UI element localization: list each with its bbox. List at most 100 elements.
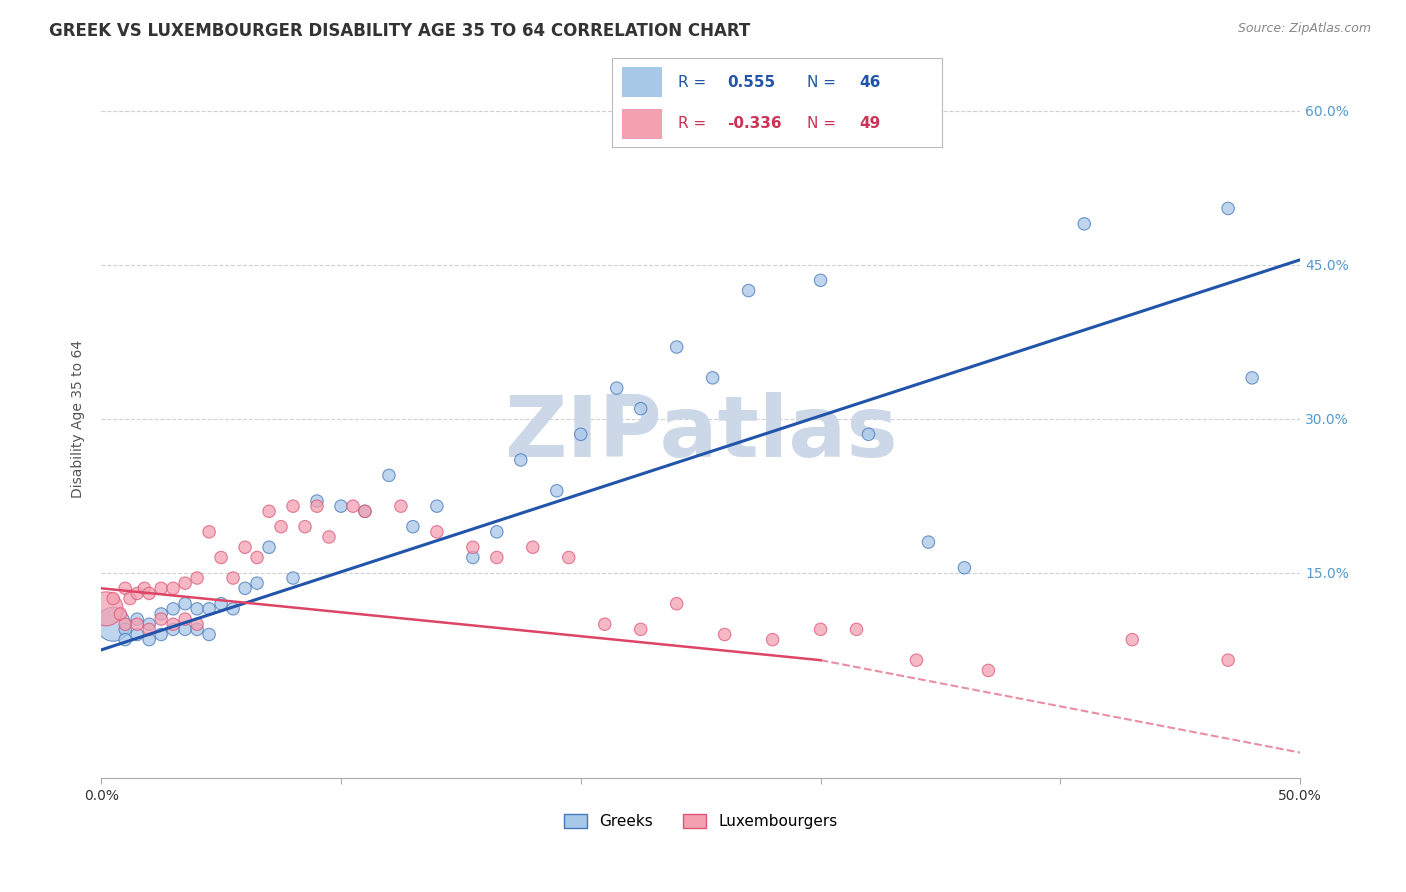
Point [917, 535, 939, 549]
Point [198, 524, 221, 539]
Point [138, 623, 160, 637]
Point [103, 591, 125, 606]
Point [485, 550, 508, 565]
Point [162, 623, 184, 637]
Point [953, 561, 976, 575]
Point [606, 381, 628, 395]
Point [209, 597, 232, 611]
Point [209, 550, 232, 565]
Point [305, 494, 328, 508]
Point [186, 602, 208, 616]
Point [257, 540, 280, 554]
Text: 49: 49 [859, 116, 880, 130]
Point [1218, 202, 1240, 216]
Point [103, 617, 125, 632]
Point [114, 617, 136, 632]
Point [630, 401, 652, 416]
Point [114, 632, 136, 647]
Point [737, 284, 759, 298]
Point [342, 499, 364, 513]
Point [114, 582, 136, 596]
Point [222, 602, 245, 616]
Point [186, 571, 208, 585]
Text: -0.336: -0.336 [727, 116, 782, 130]
Text: N =: N = [807, 116, 841, 130]
Point [294, 519, 316, 533]
Point [270, 519, 292, 533]
Point [110, 607, 132, 621]
Point [810, 623, 832, 637]
Point [134, 582, 156, 596]
Point [569, 427, 592, 442]
Point [1218, 653, 1240, 667]
Point [198, 627, 221, 641]
Legend: Greeks, Luxembourgers: Greeks, Luxembourgers [558, 808, 844, 835]
Text: Source: ZipAtlas.com: Source: ZipAtlas.com [1237, 22, 1371, 36]
Point [509, 453, 531, 467]
Point [630, 623, 652, 637]
Point [150, 582, 173, 596]
Point [305, 499, 328, 513]
Point [127, 586, 149, 600]
Point [127, 617, 149, 632]
Point [858, 427, 880, 442]
Point [222, 571, 245, 585]
Point [114, 623, 136, 637]
Point [522, 540, 544, 554]
Point [186, 623, 208, 637]
Point [318, 530, 340, 544]
Point [257, 504, 280, 518]
Point [174, 612, 197, 626]
Point [485, 524, 508, 539]
Point [174, 576, 197, 591]
Point [461, 550, 484, 565]
Text: 0.555: 0.555 [727, 75, 775, 89]
Bar [621, 109, 661, 138]
Point [1073, 217, 1095, 231]
Point [354, 504, 377, 518]
Point [233, 540, 256, 554]
Point [546, 483, 568, 498]
Y-axis label: Disability Age 35 to 64: Disability Age 35 to 64 [72, 340, 86, 498]
Point [162, 617, 184, 632]
Point [389, 499, 412, 513]
Point [162, 602, 184, 616]
Point [402, 519, 425, 533]
Bar [621, 67, 661, 96]
Text: GREEK VS LUXEMBOURGER DISABILITY AGE 35 TO 64 CORRELATION CHART: GREEK VS LUXEMBOURGER DISABILITY AGE 35 … [49, 22, 751, 40]
Point [426, 524, 449, 539]
Point [281, 499, 304, 513]
Point [330, 499, 353, 513]
Text: R =: R = [678, 75, 711, 89]
Point [977, 664, 1000, 678]
Point [354, 504, 377, 518]
Point [198, 602, 221, 616]
Point [186, 617, 208, 632]
Point [810, 273, 832, 287]
Point [138, 632, 160, 647]
Point [558, 550, 581, 565]
Text: N =: N = [807, 75, 841, 89]
Point [246, 550, 269, 565]
Text: 46: 46 [859, 75, 880, 89]
Point [713, 627, 735, 641]
Point [94, 602, 117, 616]
Point [905, 653, 928, 667]
Point [1121, 632, 1143, 647]
Point [118, 591, 141, 606]
Point [127, 627, 149, 641]
Point [174, 623, 197, 637]
Point [138, 586, 160, 600]
Point [702, 371, 724, 385]
Point [150, 627, 173, 641]
Point [233, 582, 256, 596]
Point [426, 499, 449, 513]
Text: ZIPatlas: ZIPatlas [503, 392, 897, 475]
Point [162, 582, 184, 596]
Text: R =: R = [678, 116, 711, 130]
Point [1241, 371, 1264, 385]
Point [665, 340, 688, 354]
Point [281, 571, 304, 585]
Point [665, 597, 688, 611]
Point [461, 540, 484, 554]
